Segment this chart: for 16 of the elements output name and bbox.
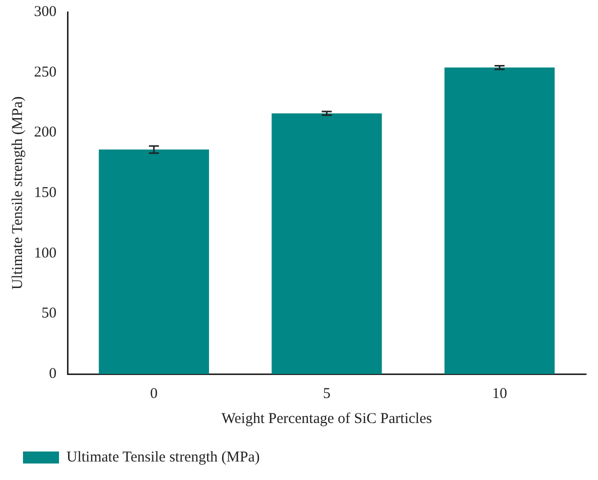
legend-label: Ultimate Tensile strength (MPa) (66, 449, 260, 466)
y-tick-label: 150 (34, 184, 56, 201)
x-tick-label: 10 (492, 386, 508, 402)
y-tick-label: 300 (34, 4, 56, 20)
bar (272, 113, 382, 374)
y-axis-title: Ultimate Tensile strength (MPa) (10, 96, 26, 290)
y-tick-label: 50 (42, 306, 56, 322)
bar (98, 150, 210, 374)
y-tick-label: 0 (49, 366, 56, 382)
x-axis-title: Weight Percentage of SiC Particles (222, 410, 432, 427)
y-tick-label: 100 (34, 245, 56, 262)
y-tick-label: 250 (34, 64, 56, 80)
y-tick-label: 200 (34, 124, 56, 141)
x-tick-label: 5 (323, 386, 330, 402)
x-tick-label: 0 (150, 386, 158, 402)
bar (444, 68, 555, 374)
